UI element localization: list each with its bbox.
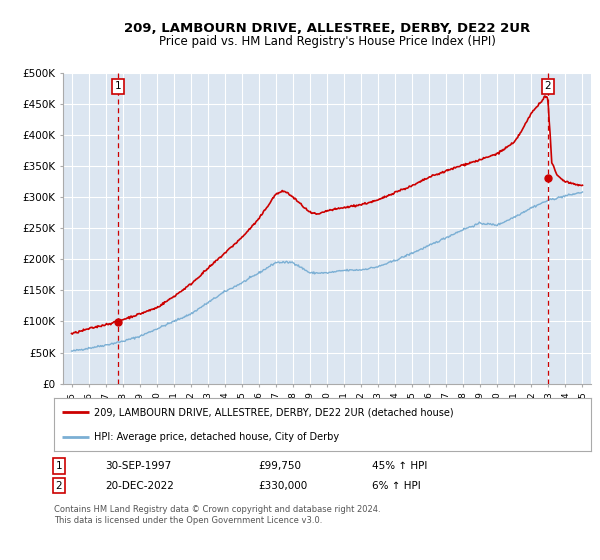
Text: 2: 2 xyxy=(55,480,62,491)
Text: 30-SEP-1997: 30-SEP-1997 xyxy=(105,461,171,471)
Text: 2: 2 xyxy=(545,81,551,91)
Text: HPI: Average price, detached house, City of Derby: HPI: Average price, detached house, City… xyxy=(94,432,340,442)
Text: £99,750: £99,750 xyxy=(258,461,301,471)
Text: 20-DEC-2022: 20-DEC-2022 xyxy=(105,480,174,491)
Text: 209, LAMBOURN DRIVE, ALLESTREE, DERBY, DE22 2UR: 209, LAMBOURN DRIVE, ALLESTREE, DERBY, D… xyxy=(124,22,530,35)
Text: 45% ↑ HPI: 45% ↑ HPI xyxy=(372,461,427,471)
Text: 6% ↑ HPI: 6% ↑ HPI xyxy=(372,480,421,491)
Text: Price paid vs. HM Land Registry's House Price Index (HPI): Price paid vs. HM Land Registry's House … xyxy=(158,35,496,48)
Text: Contains HM Land Registry data © Crown copyright and database right 2024.
This d: Contains HM Land Registry data © Crown c… xyxy=(54,505,380,525)
Text: £330,000: £330,000 xyxy=(258,480,307,491)
Text: 209, LAMBOURN DRIVE, ALLESTREE, DERBY, DE22 2UR (detached house): 209, LAMBOURN DRIVE, ALLESTREE, DERBY, D… xyxy=(94,408,454,418)
Text: 1: 1 xyxy=(115,81,122,91)
Text: 1: 1 xyxy=(55,461,62,471)
